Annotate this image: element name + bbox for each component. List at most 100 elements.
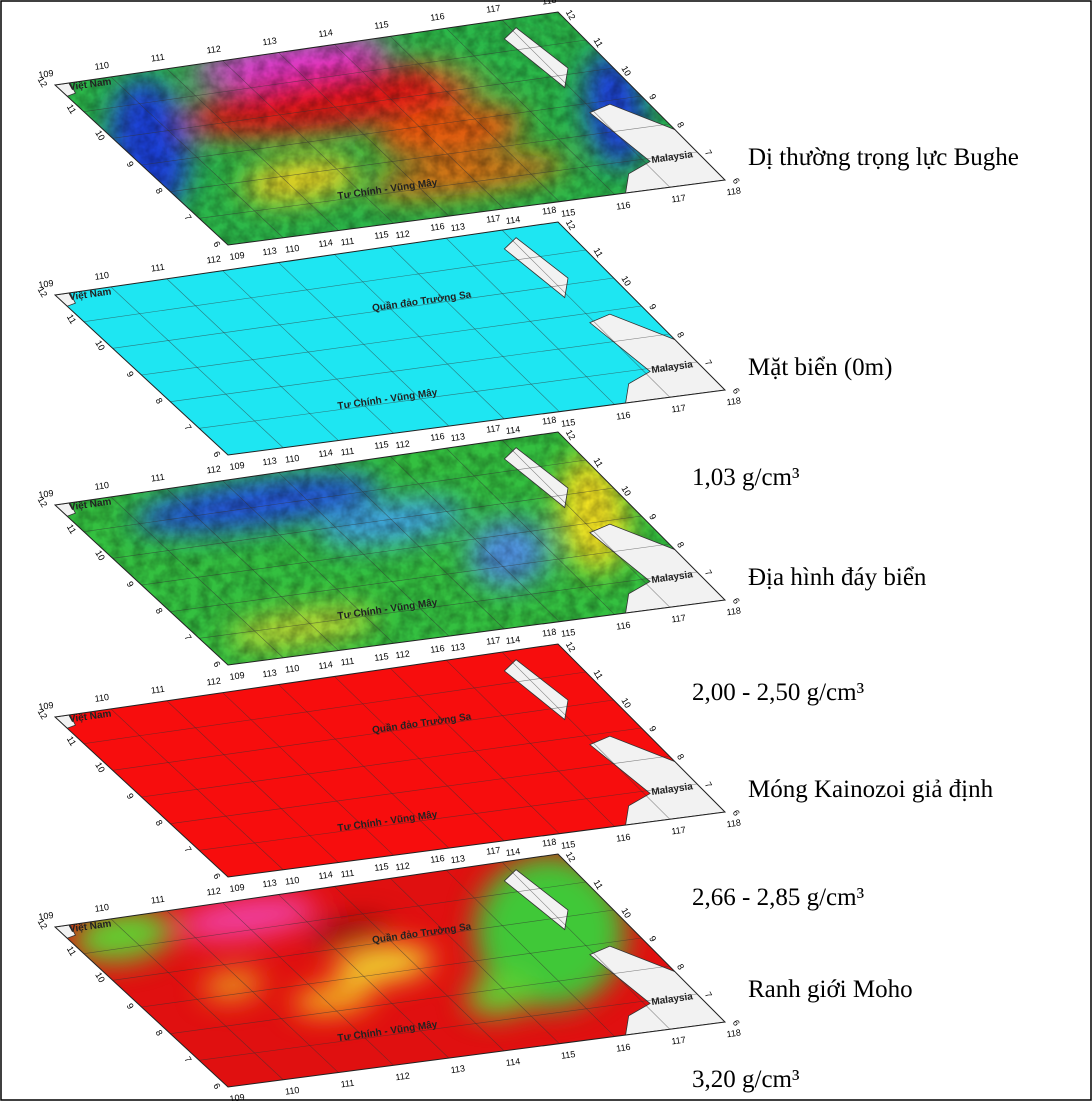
lon-label: 114 (505, 1056, 521, 1068)
lon-label: 113 (262, 35, 278, 47)
lon-label: 116 (430, 221, 446, 233)
lat-label: 9 (125, 160, 136, 169)
lon-label: 112 (206, 254, 222, 266)
lon-label: 117 (486, 635, 502, 647)
layer-label: Ranh giới Moho (748, 976, 913, 1003)
lat-label: 6 (211, 239, 222, 248)
lon-label: 114 (318, 27, 334, 39)
lat-label: 7 (182, 423, 193, 432)
lon-label: 115 (560, 417, 576, 429)
lon-label: 110 (94, 60, 110, 72)
lon-label: 111 (150, 472, 165, 484)
density-label: 2,00 - 2,50 g/cm³ (692, 679, 865, 706)
lon-label: 117 (671, 1035, 687, 1047)
lon-label: 110 (284, 243, 300, 255)
lon-label: 114 (505, 846, 521, 858)
lon-label: 110 (94, 270, 110, 282)
lon-label: 118 (726, 185, 742, 197)
lon-label: 112 (206, 676, 222, 688)
lon-label: 117 (671, 613, 687, 625)
lat-label: 9 (125, 792, 136, 801)
lat-label: 8 (675, 752, 686, 761)
lat-label: 6 (731, 1018, 742, 1027)
lon-label: 111 (340, 868, 355, 880)
lon-label: 118 (541, 0, 557, 7)
lon-label: 115 (374, 229, 390, 241)
lon-label: 113 (450, 431, 466, 443)
lat-label: 8 (675, 330, 686, 339)
lon-label: 117 (671, 193, 687, 205)
lon-label: 114 (318, 237, 334, 249)
lon-label: 112 (395, 438, 411, 450)
lon-label: 116 (616, 410, 632, 422)
lon-label: 113 (262, 245, 278, 257)
layer-label: Dị thường trọng lực Bughe (748, 144, 1019, 171)
lon-label: 116 (430, 431, 446, 443)
lat-label: 9 (647, 512, 658, 521)
lon-label: 115 (560, 627, 576, 639)
lon-label: 112 (206, 464, 222, 476)
lon-label: 111 (150, 262, 165, 274)
lon-label: 109 (229, 670, 245, 682)
lon-label: 110 (94, 902, 110, 914)
lon-label: 110 (94, 480, 110, 492)
lat-label: 8 (675, 962, 686, 971)
lon-label: 112 (395, 860, 411, 872)
lon-label: 109 (229, 882, 245, 894)
lat-label: 6 (211, 659, 222, 668)
lon-label: 111 (150, 684, 165, 696)
lon-label: 110 (284, 875, 300, 887)
lat-label: 8 (154, 606, 165, 615)
lon-label: 117 (486, 845, 502, 857)
lat-label: 6 (731, 386, 742, 395)
lat-label: 8 (675, 540, 686, 549)
lon-label: 118 (541, 837, 557, 849)
lon-label: 114 (505, 214, 521, 226)
lat-label: 6 (731, 176, 742, 185)
lat-label: 8 (154, 818, 165, 827)
lon-label: 117 (671, 825, 687, 837)
lat-label: 9 (647, 724, 658, 733)
lat-label: 6 (211, 1081, 222, 1090)
lon-label: 112 (395, 228, 411, 240)
layer-label: Địa hình đáy biển (748, 564, 927, 591)
lon-label: 112 (206, 886, 222, 898)
lon-label: 110 (284, 453, 300, 465)
lon-label: 113 (450, 641, 466, 653)
lat-label: 7 (182, 1055, 193, 1064)
lon-label: 116 (616, 832, 632, 844)
lat-label: 7 (703, 780, 714, 789)
lon-label: 109 (229, 1092, 245, 1101)
lon-label: 111 (150, 894, 165, 906)
lon-label: 116 (616, 1042, 632, 1054)
lon-label: 115 (374, 651, 390, 663)
lon-label: 111 (340, 236, 355, 248)
lon-label: 112 (395, 1070, 411, 1082)
lon-label: 115 (374, 861, 390, 873)
lon-label: 114 (318, 659, 334, 671)
density-label: 1,03 g/cm³ (692, 464, 800, 491)
lon-label: 113 (262, 667, 278, 679)
lat-label: 9 (125, 1002, 136, 1011)
lat-label: 9 (647, 302, 658, 311)
lon-label: 112 (206, 44, 222, 56)
lon-label: 110 (284, 1085, 300, 1097)
diagram: 109 109 110 110 111 111 112 112 113 113 114 114 115 1… (0, 0, 1092, 1101)
lat-label: 7 (182, 633, 193, 642)
lat-label: 6 (731, 596, 742, 605)
lat-label: 6 (211, 871, 222, 880)
lat-label: 8 (154, 186, 165, 195)
lon-label: 114 (318, 447, 334, 459)
lat-label: 7 (703, 148, 714, 157)
lon-label: 116 (430, 11, 446, 23)
lon-label: 116 (616, 200, 632, 212)
lon-label: 118 (726, 817, 742, 829)
lon-label: 112 (395, 648, 411, 660)
layer-label: Móng Kainozoi giả định (748, 776, 994, 803)
lon-label: 113 (262, 455, 278, 467)
lat-label: 7 (703, 990, 714, 999)
lon-label: 118 (726, 1027, 742, 1039)
lat-label: 7 (703, 568, 714, 577)
lat-label: 9 (125, 580, 136, 589)
lon-label: 110 (94, 692, 110, 704)
